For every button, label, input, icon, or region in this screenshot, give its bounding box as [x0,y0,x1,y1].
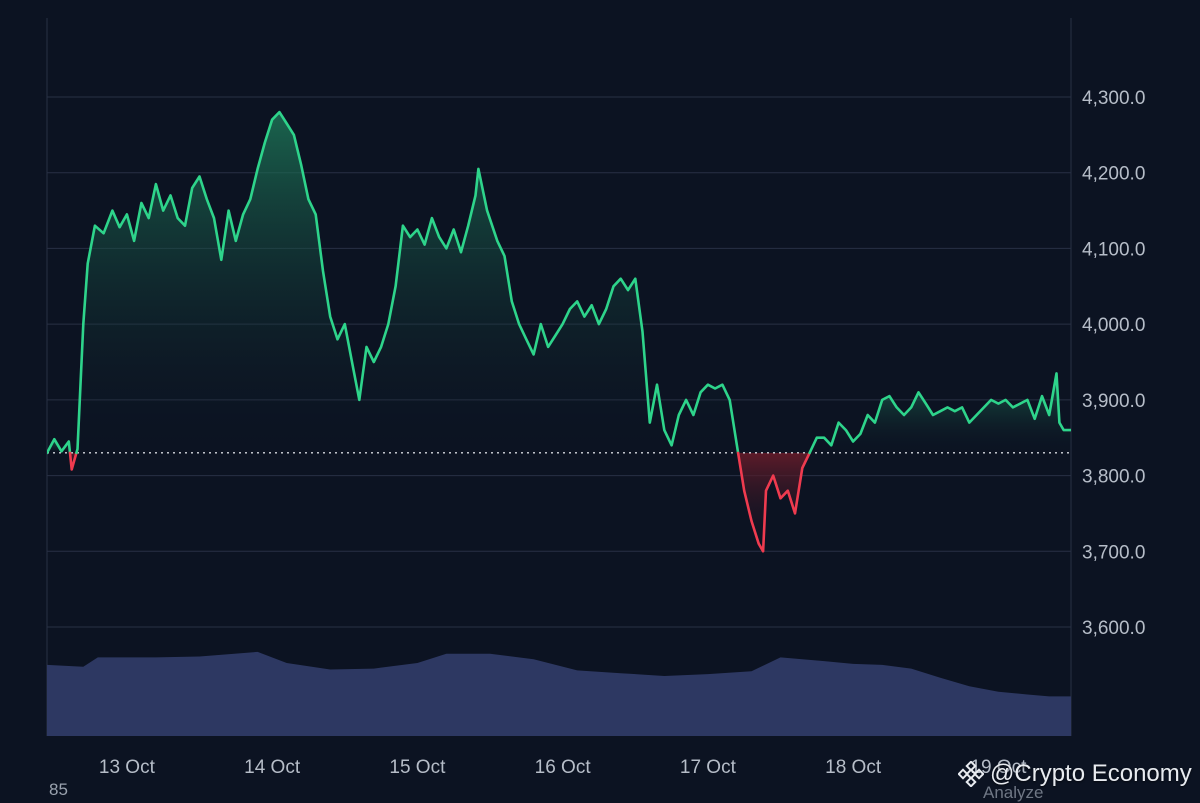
line-above-0 [47,437,72,455]
y-axis: 3,600.0 3,700.0 3,800.0 3,900.0 4,000.0 4,100… [1082,88,1145,639]
x-axis: 13 Oct 14 Oct 15 Oct 16 Oct 17 Oct 18 Oct 19 O… [99,757,1027,778]
y-tick-label: 4,000.0 [1082,315,1145,336]
y-tick-label: 3,900.0 [1082,391,1145,412]
line-above-4 [808,372,1071,455]
y-tick-label: 3,600.0 [1082,618,1145,639]
y-tick-label: 4,300.0 [1082,88,1145,109]
volume-area [47,651,1071,736]
x-tick-label: 15 Oct [389,757,446,778]
x-tick-label: 17 Oct [680,757,737,778]
y-tick-label: 4,100.0 [1082,239,1145,260]
y-tick-label: 3,800.0 [1082,467,1145,488]
line-above-2 [75,110,740,455]
line-below-1 [68,451,78,471]
analyze-label: Analyze [983,783,1044,802]
y-tick-label: 3,700.0 [1082,542,1145,563]
corner-label-left: 85 [49,780,68,799]
x-tick-label: 13 Oct [99,757,156,778]
area-above-4 [809,373,1071,453]
x-tick-label: 16 Oct [535,757,592,778]
volume-shape [47,651,1071,736]
area-below-3 [738,452,810,552]
x-tick-label: 18 Oct [825,757,882,778]
x-tick-label: 14 Oct [244,757,301,778]
watermark-text: @Crypto Economy [990,760,1192,787]
price-line [47,110,1071,553]
watermark: @Crypto Economy [958,760,1192,788]
binance-logo-icon [958,761,984,787]
y-tick-label: 4,200.0 [1082,164,1145,185]
area-above-2 [76,112,739,453]
line-below-3 [736,451,811,553]
x-tick-label: 19 Oct [970,757,1027,778]
